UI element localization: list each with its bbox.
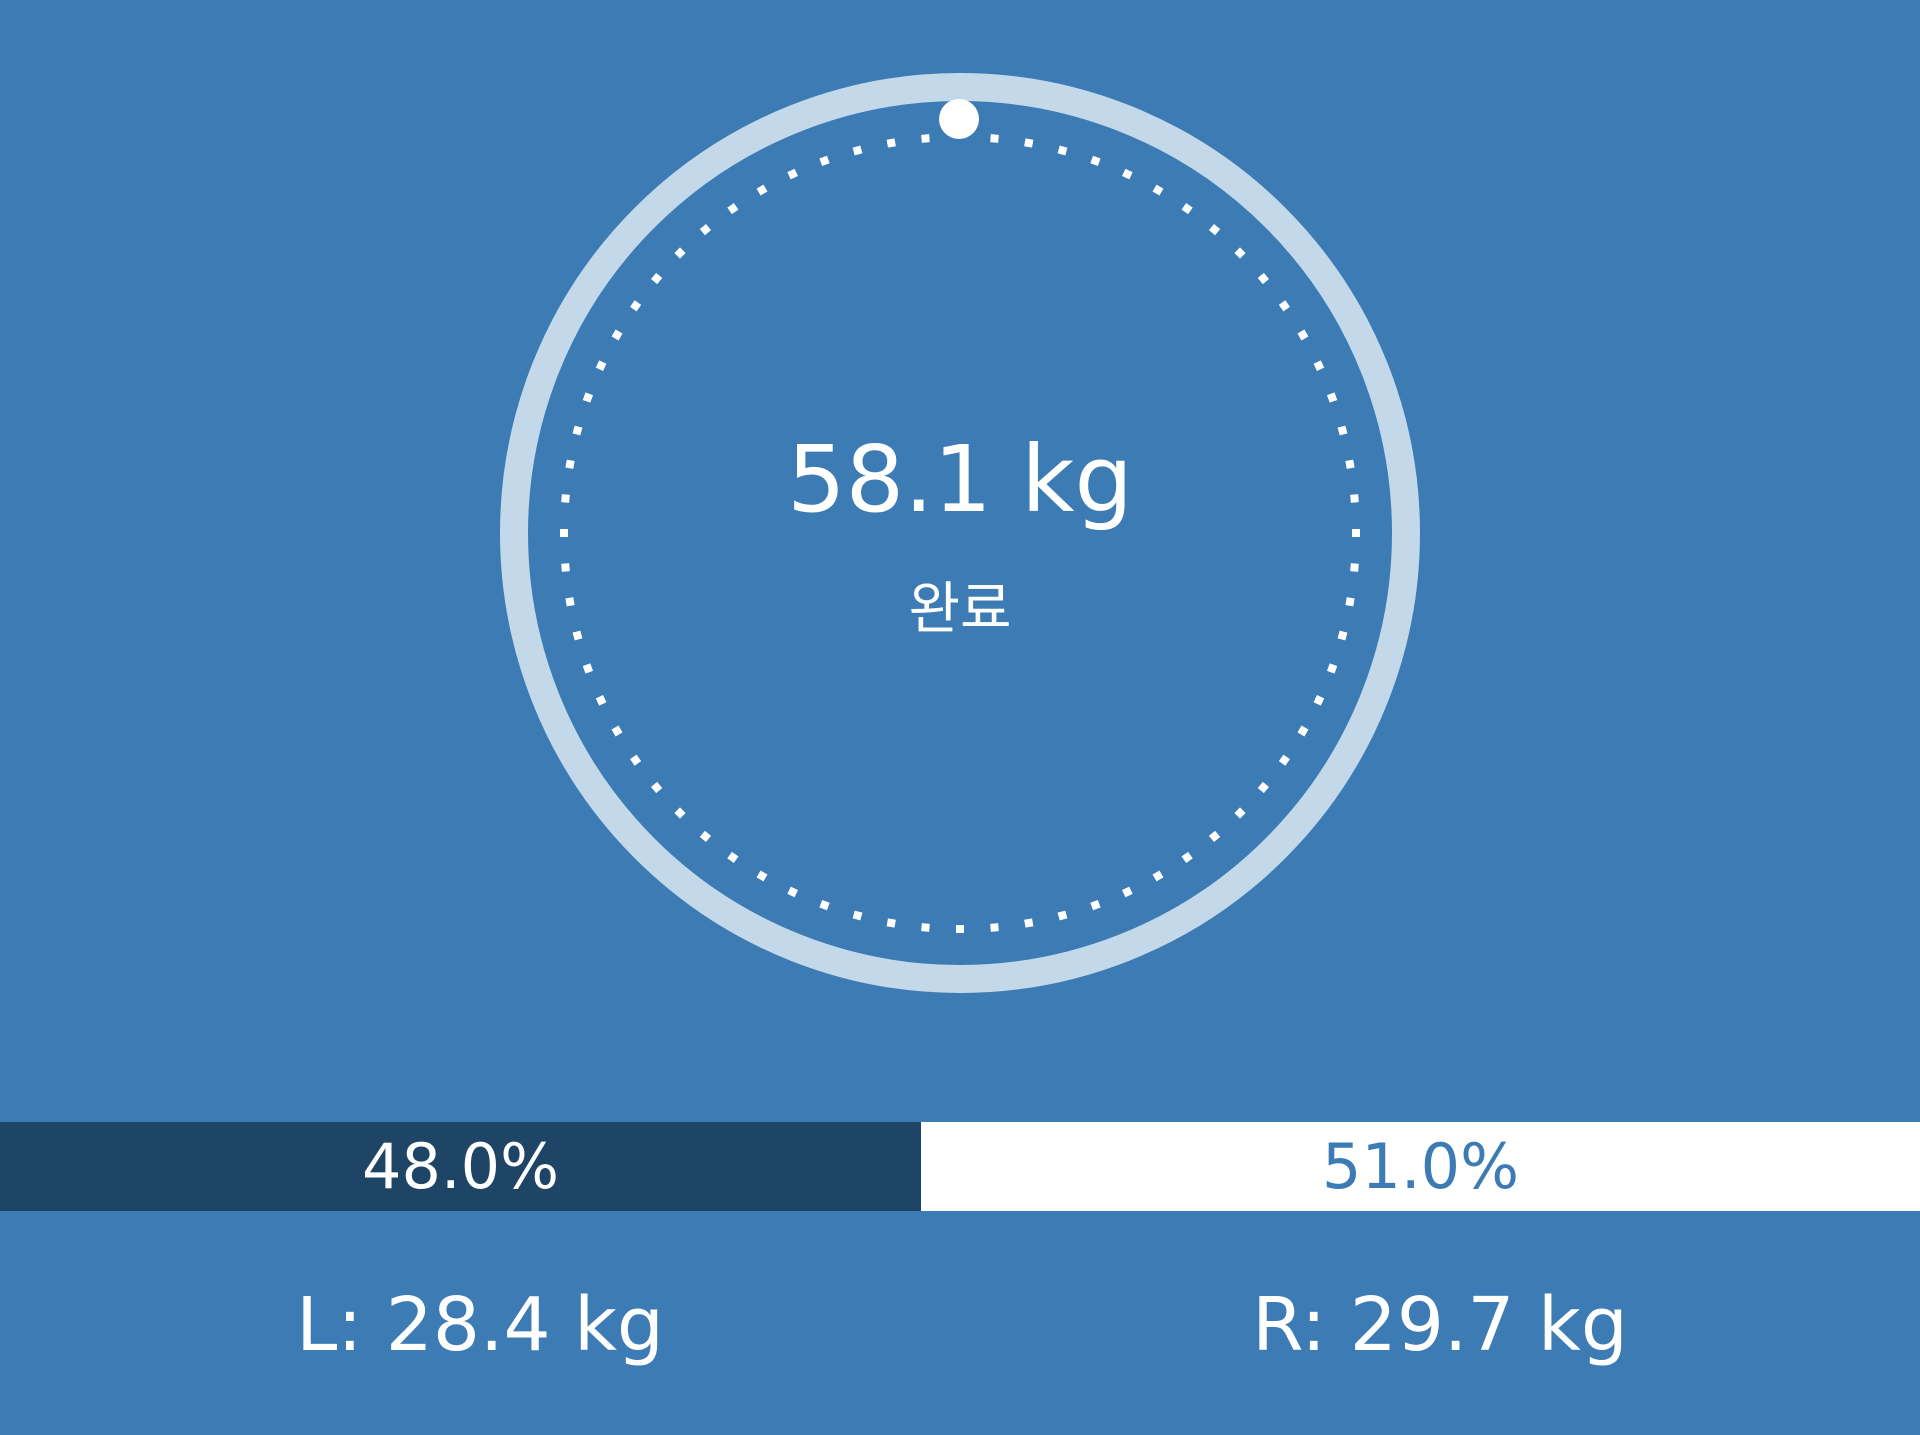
gauge-tick [1208, 830, 1221, 842]
gauge-tick [1278, 300, 1290, 312]
left-weight: L: 28.4 kg [296, 1282, 664, 1368]
gauge-tick [787, 168, 798, 180]
gauge-tick [1181, 203, 1193, 215]
gauge-tick [1257, 781, 1269, 794]
gauge-tick [595, 695, 607, 706]
left-balance-bar: 48.0% [0, 1122, 921, 1211]
gauge-tick [1257, 272, 1269, 285]
gauge-tick [1313, 360, 1325, 371]
gauge-tick [611, 725, 623, 737]
gauge-tick [1090, 899, 1101, 911]
gauge-tick [651, 272, 663, 285]
gauge-ring [500, 73, 1420, 993]
gauge-tick [1297, 329, 1309, 341]
gauge-tick [756, 870, 768, 882]
gauge-tick [1181, 851, 1193, 863]
gauge-tick [582, 663, 594, 674]
gauge-tick [886, 138, 896, 148]
gauge-tick [1090, 155, 1101, 167]
gauge-tick [560, 529, 568, 537]
gauge-tick [565, 459, 575, 469]
gauge-tick [886, 918, 896, 928]
gauge-tick [1337, 630, 1348, 641]
gauge-tick [1350, 494, 1359, 503]
gauge-tick [1345, 597, 1355, 607]
gauge-tick [1234, 247, 1246, 259]
gauge-indicator-dot [939, 99, 979, 139]
gauge-tick [1345, 459, 1355, 469]
gauge-tick [727, 203, 739, 215]
gauge-tick [1234, 807, 1246, 819]
total-weight: 58.1 kg [787, 426, 1133, 533]
gauge-tick [1297, 725, 1309, 737]
gauge-tick [1152, 870, 1164, 882]
gauge-tick [630, 754, 642, 766]
gauge-tick [819, 899, 830, 911]
gauge-tick [674, 807, 686, 819]
gauge-tick [990, 134, 999, 143]
right-balance-bar: 51.0% [921, 1122, 1920, 1211]
gauge-tick [852, 910, 863, 921]
gauge-tick [956, 925, 964, 933]
status-label: 완료 [908, 577, 1012, 642]
gauge-tick [1024, 138, 1034, 148]
gauge-tick [674, 247, 686, 259]
gauge-tick [582, 392, 594, 403]
gauge-tick [572, 630, 583, 641]
gauge-tick [1352, 529, 1360, 537]
weight-gauge [500, 73, 1420, 993]
gauge-tick [1278, 754, 1290, 766]
gauge-tick [611, 329, 623, 341]
gauge-tick [852, 145, 863, 156]
gauge-tick [1350, 563, 1359, 572]
gauge-tick [630, 300, 642, 312]
gauge-tick [651, 781, 663, 794]
gauge-tick [1024, 918, 1034, 928]
gauge-tick [921, 134, 930, 143]
gauge-tick [1313, 695, 1325, 706]
gauge-tick [595, 360, 607, 371]
gauge-tick [727, 851, 739, 863]
gauge-tick [572, 425, 583, 436]
gauge-tick [990, 923, 999, 932]
gauge-tick [699, 830, 712, 842]
gauge-tick [699, 224, 712, 236]
gauge-tick [1208, 224, 1221, 236]
gauge-tick [565, 597, 575, 607]
gauge-tick [819, 155, 830, 167]
gauge-tick [561, 563, 570, 572]
gauge-tick [1326, 663, 1338, 674]
gauge-tick [561, 494, 570, 503]
gauge-tick [1337, 425, 1348, 436]
gauge-tick [1152, 184, 1164, 196]
gauge-tick [1057, 145, 1068, 156]
gauge-tick [1122, 886, 1133, 898]
gauge-tick [756, 184, 768, 196]
gauge-tick [921, 923, 930, 932]
right-percent: 51.0% [1322, 1130, 1519, 1203]
gauge-tick [1326, 392, 1338, 403]
gauge-tick [1057, 910, 1068, 921]
gauge-tick [1122, 168, 1133, 180]
gauge-tick [787, 886, 798, 898]
left-percent: 48.0% [362, 1130, 559, 1203]
gauge-ticks [560, 134, 1360, 933]
right-weight: R: 29.7 kg [1252, 1282, 1628, 1368]
